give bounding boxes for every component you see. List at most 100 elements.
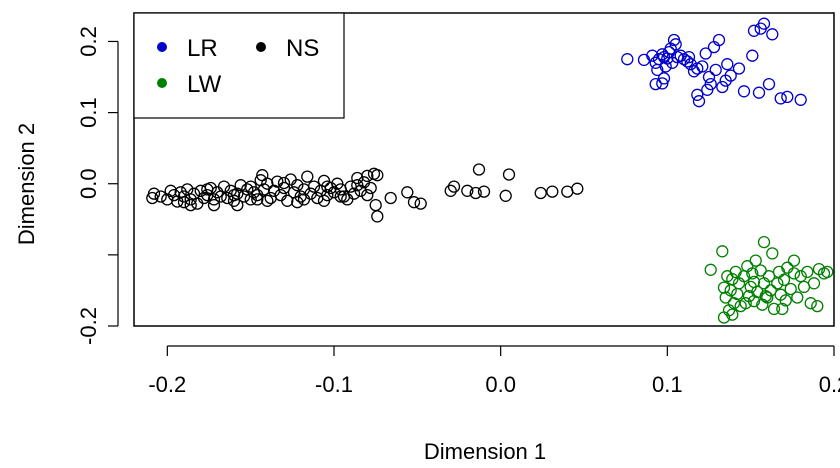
data-point-lr (696, 60, 709, 73)
data-point-ns (261, 194, 274, 207)
data-point-lw (759, 289, 772, 303)
data-point-ns (301, 170, 314, 183)
data-point-lr (721, 58, 734, 71)
data-point-lr (646, 49, 659, 62)
data-point-lr (702, 70, 716, 84)
data-point-lr (752, 86, 766, 99)
legend-marker-ns (256, 42, 266, 52)
data-point-lw (821, 265, 834, 279)
data-point-ns (561, 185, 574, 198)
data-point-lr (649, 77, 662, 91)
data-point-lr (716, 80, 729, 94)
data-point-lr (709, 63, 722, 77)
y-tick-label: 0.1 (76, 97, 101, 128)
data-point-ns (499, 189, 512, 202)
data-point-lr (757, 17, 771, 30)
data-point-ns (281, 194, 294, 207)
legend-marker-lw (157, 78, 167, 88)
data-point-lr (621, 53, 634, 66)
data-point-ns (369, 198, 382, 212)
points-layer (146, 17, 834, 324)
data-point-ns (164, 184, 177, 197)
data-point-lw (787, 267, 801, 280)
data-point-lr (774, 92, 787, 105)
data-point-ns (401, 186, 414, 199)
data-point-ns (341, 193, 354, 206)
data-point-lw (811, 299, 824, 313)
data-point-lw (779, 294, 792, 307)
legend: LR NS LW (133, 12, 345, 119)
data-point-ns (307, 180, 321, 193)
data-point-ns (244, 180, 257, 193)
data-point-lr (669, 38, 682, 51)
data-point-lr (781, 90, 794, 104)
data-point-ns (371, 169, 384, 182)
data-point-ns (571, 182, 584, 195)
data-point-lr (682, 50, 696, 64)
data-point-lw (777, 273, 791, 286)
data-point-ns (197, 191, 211, 205)
data-point-lw (807, 277, 821, 290)
data-point-lw (726, 308, 739, 321)
data-point-lr (692, 95, 706, 108)
data-point-lw (726, 272, 739, 286)
data-point-ns (297, 193, 311, 206)
data-point-ns (167, 188, 181, 202)
data-point-lw (729, 265, 742, 279)
data-point-lw (787, 254, 801, 267)
data-point-ns (184, 198, 197, 212)
data-point-ns (227, 194, 241, 207)
legend-box (133, 12, 345, 119)
data-point-lr (746, 49, 759, 62)
data-point-lr (684, 58, 697, 71)
data-point-lw (757, 235, 771, 249)
y-tick-label: 0.0 (76, 168, 101, 199)
data-point-ns (334, 190, 347, 203)
y-axis: -0.2 0.0 0.1 0.2 (76, 26, 119, 345)
data-point-lw (801, 265, 814, 279)
legend-label-lw: LW (187, 71, 222, 98)
data-point-ns (244, 193, 257, 206)
data-point-lr (687, 65, 701, 78)
data-point-lr (724, 69, 737, 82)
data-point-ns (364, 181, 377, 195)
x-axis: -0.2 -0.1 0.0 0.1 0.2 (148, 345, 840, 397)
x-axis-title: Dimension 1 (424, 439, 546, 464)
data-point-ns (264, 191, 277, 205)
data-point-lw (754, 264, 767, 277)
data-point-ns (217, 180, 231, 193)
data-point-ns (207, 198, 221, 212)
y-tick-label: -0.2 (76, 307, 101, 345)
data-point-lr (657, 72, 671, 85)
data-point-lr (656, 77, 669, 90)
data-point-lw (739, 297, 752, 310)
data-point-ns (502, 168, 516, 181)
data-point-ns (546, 185, 559, 198)
data-point-lw (716, 245, 729, 258)
data-point-lw (767, 302, 781, 316)
data-point-lr (766, 28, 779, 41)
data-point-ns (251, 193, 264, 206)
data-point-ns (284, 173, 297, 186)
data-point-ns (221, 191, 234, 205)
data-point-ns (384, 191, 397, 205)
data-point-lr (794, 93, 807, 106)
data-point-lw (766, 247, 779, 260)
data-point-ns (361, 188, 374, 202)
data-point-lr (659, 60, 672, 73)
data-point-ns (277, 181, 291, 195)
data-point-ns (231, 198, 244, 212)
data-point-ns (271, 175, 284, 188)
data-point-ns (147, 187, 161, 200)
plot-frame (133, 12, 835, 327)
data-point-ns (234, 179, 247, 192)
y-tick-label: 0.2 (76, 26, 101, 57)
data-point-ns (344, 180, 357, 193)
x-tick-label: -0.1 (315, 372, 353, 397)
data-point-lr (701, 83, 714, 96)
data-point-lr (691, 88, 704, 101)
data-point-lw (717, 281, 731, 294)
data-point-lw (797, 280, 811, 294)
data-point-ns (291, 179, 304, 192)
data-point-ns (407, 196, 421, 209)
